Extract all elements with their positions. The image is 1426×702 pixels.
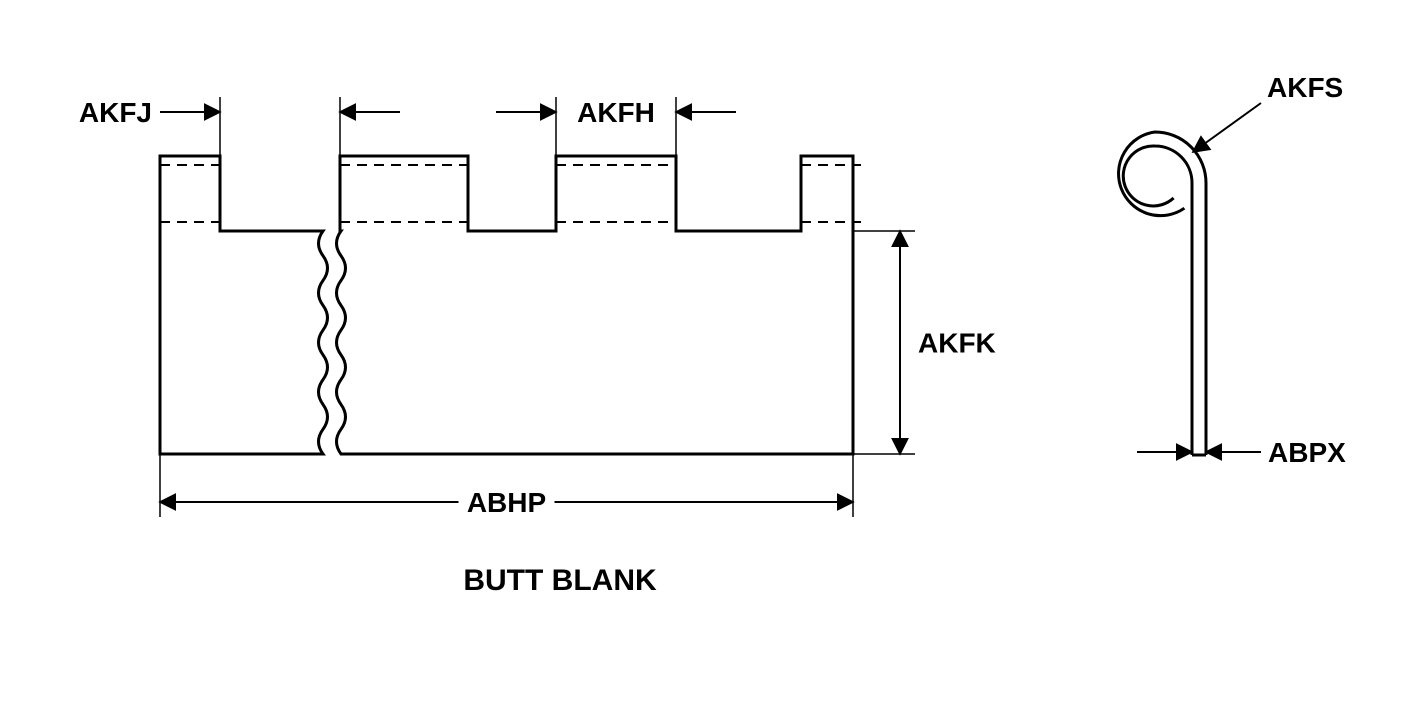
main-outline-right <box>337 156 854 454</box>
leader-akfs <box>1193 103 1261 152</box>
side-curl-inner <box>1123 146 1192 455</box>
technical-drawing: AKFJ AKFH AKFK ABHP AKFS ABPX BUTT BLANK <box>0 0 1426 702</box>
label-abhp: ABHP <box>467 487 546 518</box>
label-akfk: AKFK <box>918 328 996 359</box>
main-outline-left <box>160 156 328 454</box>
label-akfh: AKFH <box>577 97 655 128</box>
label-abpx: ABPX <box>1268 437 1346 468</box>
label-akfj: AKFJ <box>79 97 152 128</box>
label-akfs: AKFS <box>1267 72 1343 103</box>
drawing-title: BUTT BLANK <box>463 564 657 597</box>
